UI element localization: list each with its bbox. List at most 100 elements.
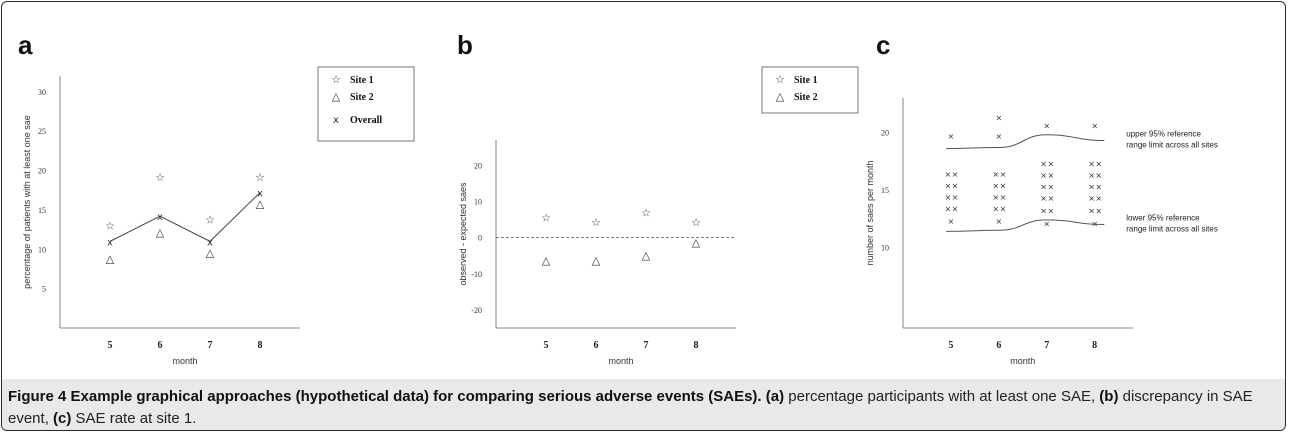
data-point: × × [944, 204, 957, 213]
y-tick-label: 10 [38, 245, 46, 254]
data-point-site-2: △ [206, 246, 215, 259]
x-tick-label: 6 [158, 340, 163, 351]
legend-label: Overall [350, 115, 382, 126]
y-axis-label: percentage of patients with at least one… [22, 115, 32, 289]
data-point-site-2: △ [692, 236, 701, 249]
data-point-overall: x [257, 189, 263, 200]
data-point-site-1: ☆ [255, 171, 265, 184]
data-point: × [1043, 219, 1050, 228]
series-line-overall [109, 192, 261, 242]
x-tick-label: 5 [108, 340, 113, 351]
data-point-site-1: ☆ [591, 216, 601, 229]
figure-caption: Figure 4 Example graphical approaches (h… [8, 386, 1278, 430]
data-point: × [995, 217, 1002, 226]
data-point: × × [1040, 160, 1053, 169]
data-point: × [948, 132, 955, 141]
y-tick-label: 0 [478, 234, 482, 243]
x-tick-label: 6 [594, 340, 599, 351]
y-tick-label: 15 [38, 206, 46, 215]
data-point-site-1: ☆ [205, 213, 215, 226]
upper-reference-curve [946, 134, 1105, 150]
legend: ☆ Site 1 △ Site 2 x Overall [317, 66, 415, 142]
legend-label: Site 1 [794, 75, 818, 86]
data-point-overall: x [157, 212, 163, 223]
legend-marker: ☆ [775, 73, 785, 86]
legend-box [761, 66, 859, 114]
y-tick-label: 10 [881, 244, 889, 253]
data-point: × × [1040, 183, 1053, 192]
y-tick-label: -20 [471, 306, 482, 315]
data-point: × × [992, 181, 1005, 190]
data-point: × × [992, 204, 1005, 213]
data-point-site-1: ☆ [105, 220, 115, 233]
data-point-site-2: △ [542, 254, 551, 267]
data-point-site-1: ☆ [541, 211, 551, 224]
data-point: × × [944, 181, 957, 190]
data-point: × × [1040, 207, 1053, 216]
x-tick-label: 5 [948, 340, 953, 351]
x-tick-label: 8 [258, 340, 263, 351]
reference-annotation-line1: lower 95% reference [1126, 214, 1200, 223]
x-tick-label: 5 [544, 340, 549, 351]
y-axis-label: observed - expected saes [458, 182, 468, 286]
data-point-site-2: △ [106, 253, 115, 266]
legend: ☆ Site 1 △ Site 2 [761, 66, 859, 114]
caption-part-b-text: discrepancy in SAE event, [8, 388, 1253, 427]
legend-label: Site 2 [794, 92, 818, 103]
y-tick-label: -10 [471, 270, 482, 279]
data-point-site-2: △ [256, 198, 265, 211]
legend-marker: △ [776, 90, 785, 103]
lower-reference-curve [946, 219, 1105, 232]
reference-annotation-line2: range limit across all sites [1126, 141, 1218, 150]
data-point: × × [1088, 160, 1101, 169]
y-tick-label: 20 [881, 129, 889, 138]
caption-part-b-tag: (b) [1099, 388, 1119, 405]
panel-letter-b: b [457, 30, 473, 60]
y-tick-label: 5 [42, 285, 46, 294]
x-axis-label: month [1010, 356, 1035, 366]
reference-annotation-line2: range limit across all sites [1126, 225, 1218, 234]
data-point: × × [1040, 171, 1053, 180]
caption-band [2, 379, 1285, 430]
data-point: × [948, 217, 955, 226]
legend-label: Site 2 [350, 92, 374, 103]
caption-title: Example graphical approaches (hypothetic… [70, 388, 762, 405]
legend-label: Site 1 [350, 75, 374, 86]
data-point: × [1043, 122, 1050, 131]
caption-part-a-tag: (a) [765, 388, 785, 405]
data-point: × × [944, 170, 957, 179]
x-tick-label: 8 [1092, 340, 1097, 351]
data-point-site-1: ☆ [691, 216, 701, 229]
data-point-site-1: ☆ [641, 207, 651, 220]
x-tick-label: 7 [1044, 340, 1049, 351]
y-tick-label: 25 [38, 127, 46, 136]
legend-marker: x [333, 115, 339, 126]
data-point-site-2: △ [592, 254, 601, 267]
y-tick-label: 10 [474, 197, 482, 206]
reference-annotation-line1: upper 95% reference [1126, 130, 1201, 139]
legend-marker: △ [332, 90, 341, 103]
data-point: × [995, 114, 1002, 123]
data-point: × × [992, 193, 1005, 202]
panel-a: a 5 10 15 20 25 30 5 6 7 8 month percentage of patie… [18, 30, 415, 366]
panel-letter-c: c [876, 30, 890, 60]
x-tick-label: 7 [644, 340, 649, 351]
legend-box [317, 66, 415, 142]
panel-c: c 10 15 20 5 6 7 8 month number of saes per month… [865, 30, 1218, 366]
caption-part-c-text: SAE rate at site 1. [71, 410, 197, 427]
data-point-site-2: △ [156, 226, 165, 239]
y-tick-label: 20 [38, 167, 46, 176]
data-point: × × [944, 193, 957, 202]
data-point: × × [1088, 171, 1101, 180]
data-point: × × [992, 170, 1005, 179]
y-tick-label: 30 [38, 88, 46, 97]
data-point: × [995, 132, 1002, 141]
panel-b: b -20 -10 0 10 20 5 6 7 8 month observed - expected… [457, 30, 859, 366]
data-point-site-1: ☆ [155, 171, 165, 184]
data-point-site-2: △ [642, 249, 651, 262]
data-point: × × [1088, 207, 1101, 216]
y-tick-label: 20 [474, 161, 482, 170]
x-axis-label: month [608, 356, 633, 366]
